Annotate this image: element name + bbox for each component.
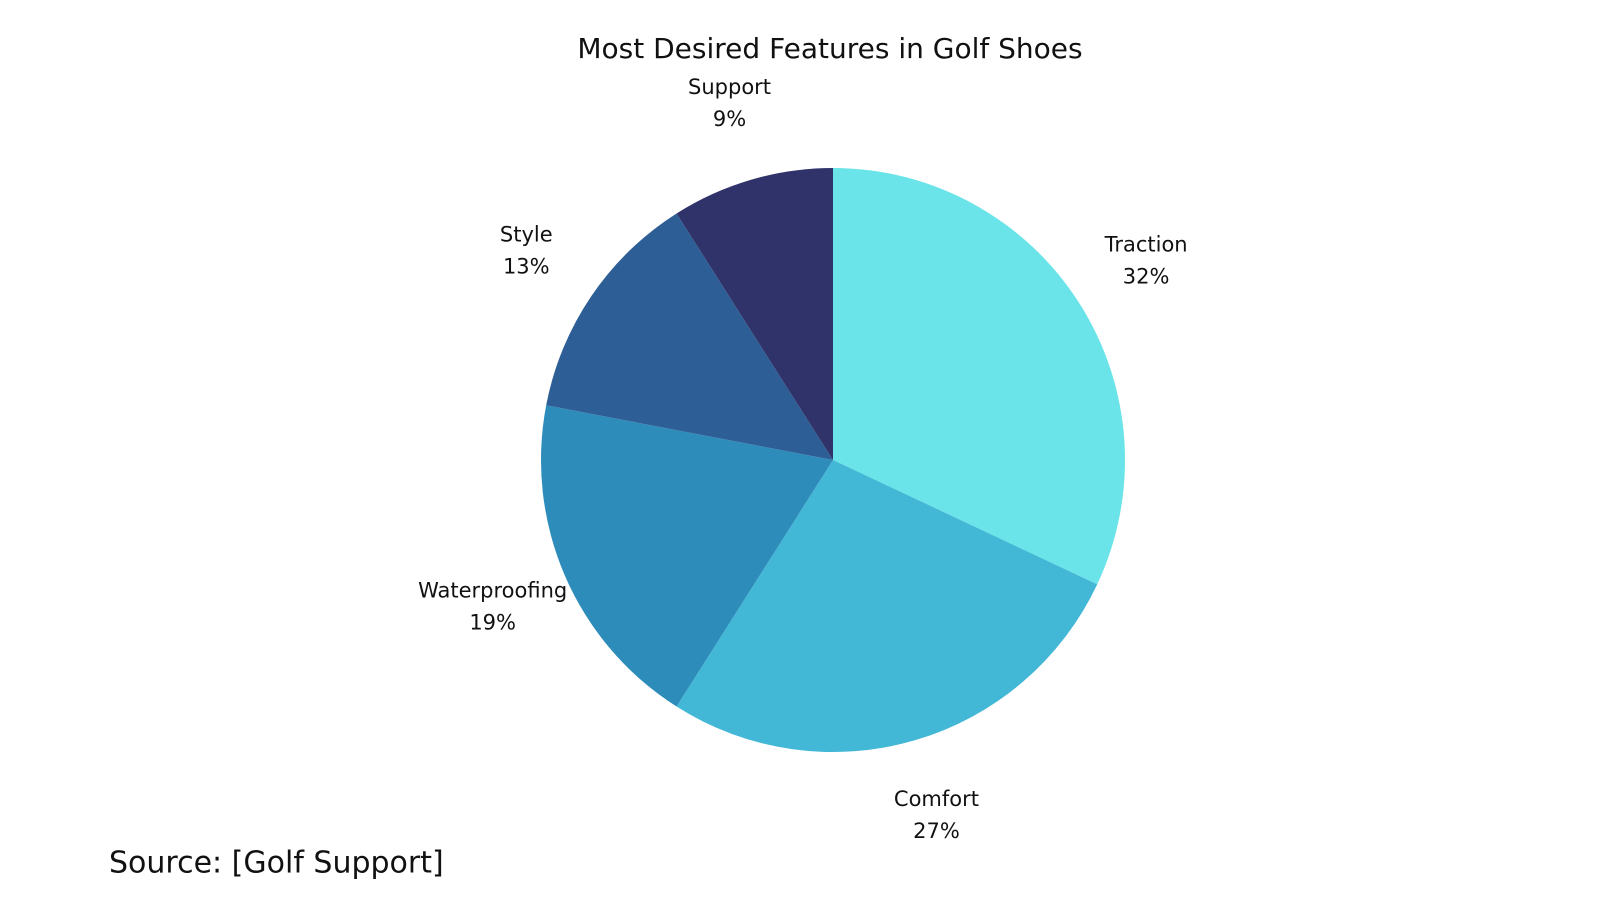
- value-label: 32%: [1123, 264, 1170, 288]
- chart-title: Most Desired Features in Golf Shoes: [577, 32, 1082, 65]
- slice-label: Style: [500, 223, 553, 247]
- pie-slice: [833, 168, 1125, 585]
- value-label: 27%: [913, 819, 960, 843]
- pie-slice: [541, 405, 833, 707]
- slice-label: Traction: [1104, 232, 1188, 256]
- value-label: 19%: [469, 610, 516, 634]
- slice-label: Comfort: [894, 787, 979, 811]
- pie-slice: [676, 460, 1098, 752]
- value-label: 9%: [713, 107, 746, 131]
- pie-slice: [676, 168, 833, 460]
- slice-label: Support: [688, 75, 771, 99]
- pie-slice: [546, 213, 833, 460]
- source: Source: [Golf Support]: [109, 846, 444, 881]
- slice-label: Waterproofing: [418, 578, 567, 602]
- value-label: 13%: [503, 255, 550, 279]
